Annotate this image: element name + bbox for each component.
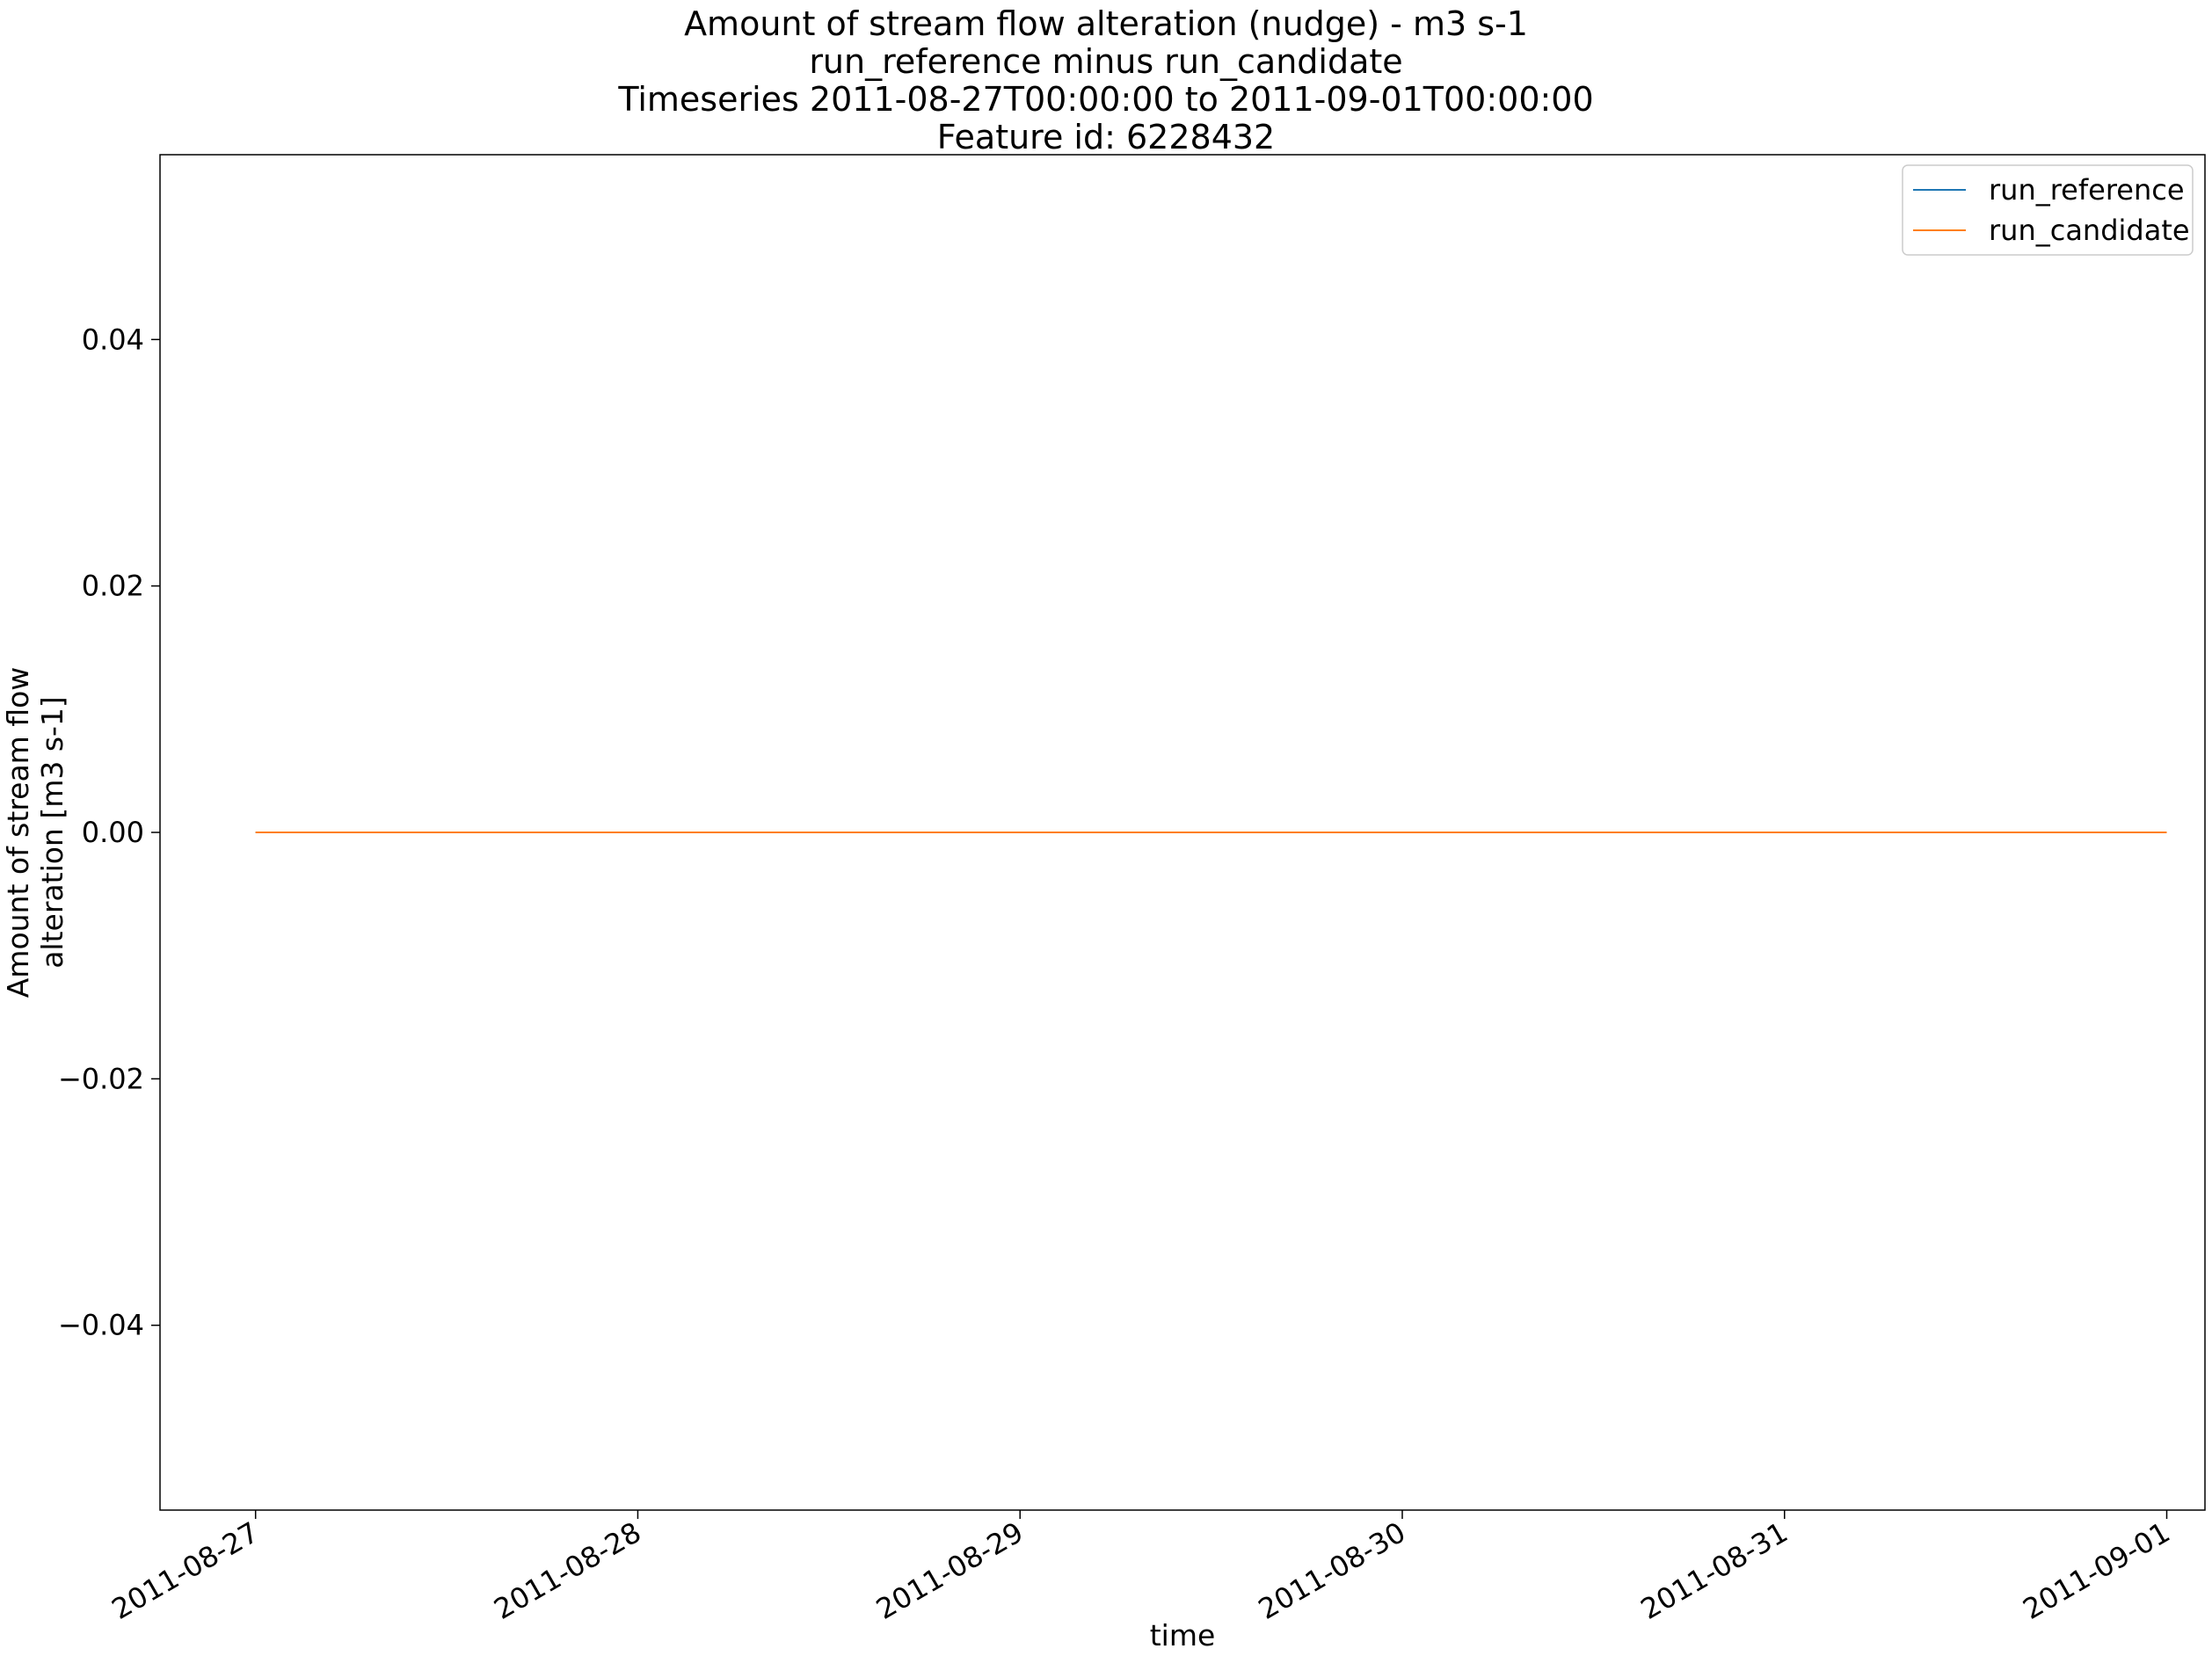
x-tick-label: 2011-08-30 <box>1253 1515 1411 1626</box>
y-axis-label-line-2: alteration [m3 s-1] <box>35 696 69 969</box>
x-axis-ticks: 2011-08-27 2011-08-28 2011-08-29 2011-08-30… <box>106 1510 2176 1626</box>
y-tick-label: 0.04 <box>82 323 144 356</box>
legend-box <box>1902 164 2194 256</box>
x-tick-label: 2011-08-27 <box>106 1515 265 1626</box>
y-tick-label: −0.04 <box>58 1309 144 1342</box>
x-axis-label: time <box>1150 1618 1216 1652</box>
legend-label-run-candidate: run_candidate <box>1989 214 2190 247</box>
legend: run_reference run_candidate <box>1902 164 2194 256</box>
y-axis-label: Amount of stream flow alteration [m3 s-1… <box>1 667 69 999</box>
y-axis-ticks: 0.04 0.02 0.00 −0.02 −0.04 <box>58 323 160 1342</box>
chart-title-line-2: run_reference minus run_candidate <box>809 42 1402 81</box>
chart-title-line-3: Timeseries 2011-08-27T00:00:00 to 2011-0… <box>617 80 1593 119</box>
chart-title-line-1: Amount of stream flow alteration (nudge)… <box>684 4 1528 43</box>
chart-title: Amount of stream flow alteration (nudge)… <box>617 4 1593 156</box>
x-tick-label: 2011-08-31 <box>1635 1515 1794 1626</box>
y-axis-label-line-1: Amount of stream flow <box>1 667 35 999</box>
chart-title-line-4: Feature id: 6228432 <box>937 118 1275 156</box>
x-tick-label: 2011-08-28 <box>488 1515 646 1626</box>
x-tick-label: 2011-08-29 <box>870 1515 1029 1626</box>
y-tick-label: 0.02 <box>82 570 144 603</box>
y-tick-label: −0.02 <box>58 1062 144 1095</box>
x-tick-label: 2011-09-01 <box>2017 1515 2175 1626</box>
legend-label-run-reference: run_reference <box>1989 173 2185 207</box>
y-tick-label: 0.00 <box>82 816 144 849</box>
plot-area-frame <box>159 154 2206 1511</box>
